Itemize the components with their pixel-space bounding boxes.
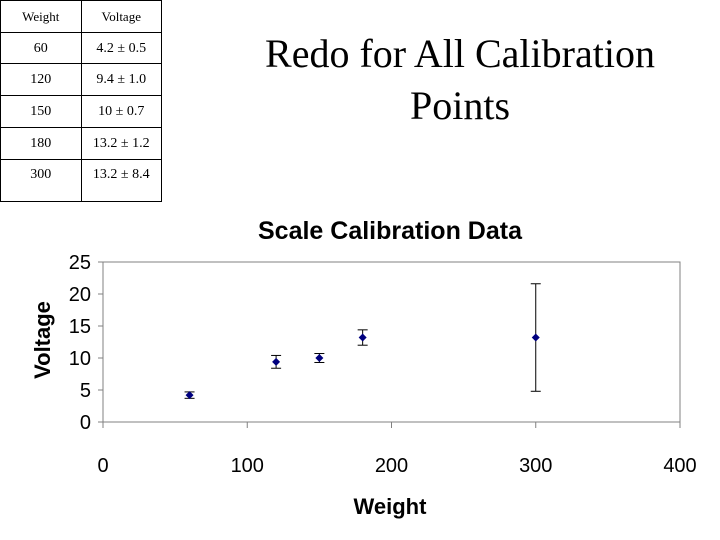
table-cell-weight: 300 <box>0 158 82 203</box>
table-cell-voltage: 13.2 ± 8.4 <box>80 158 162 203</box>
header-weight: Weight <box>0 0 82 33</box>
table-row: 60 4.2 ± 0.5 <box>0 31 162 65</box>
data-point <box>185 391 194 400</box>
x-axis-label: Weight <box>353 494 427 519</box>
x-tick-label: 400 <box>663 455 696 477</box>
table-row: 120 9.4 ± 1.0 <box>0 63 162 97</box>
x-axis-ticks: 0 100 200 300 400 <box>97 422 697 477</box>
data-series <box>184 283 541 400</box>
y-tick-label: 10 <box>69 348 91 370</box>
data-point <box>531 333 540 342</box>
data-point <box>315 354 324 362</box>
y-tick-label: 15 <box>69 316 91 338</box>
slide-title-line-2: Points <box>409 83 511 128</box>
data-point <box>272 357 281 366</box>
x-tick-label: 0 <box>97 455 108 477</box>
chart-title: Scale Calibration Data <box>258 217 522 245</box>
x-tick-label: 100 <box>231 455 264 477</box>
y-tick-label: 25 <box>69 252 91 274</box>
table-cell-weight: 150 <box>0 95 82 128</box>
table-header-row: Weight Voltage <box>0 0 162 33</box>
table-cell-voltage: 4.2 ± 0.5 <box>80 31 162 65</box>
y-tick-label: 20 <box>69 284 91 306</box>
table-cell-weight: 180 <box>0 126 82 160</box>
data-point <box>358 333 367 342</box>
table-cell-voltage: 10 ± 0.7 <box>80 95 162 128</box>
x-tick-label: 200 <box>375 455 408 477</box>
slide-title-line-1: Redo for All Calibration <box>265 31 655 76</box>
table-cell-voltage: 9.4 ± 1.0 <box>80 63 162 97</box>
table-row: 150 10 ± 0.7 <box>0 95 162 128</box>
table-row: 180 13.2 ± 1.2 <box>0 126 162 160</box>
calibration-table: Weight Voltage 60 4.2 ± 0.5 120 9.4 ± 1.… <box>0 0 162 203</box>
y-tick-label: 5 <box>80 380 91 402</box>
table-cell-voltage: 13.2 ± 1.2 <box>80 126 162 160</box>
x-tick-label: 300 <box>519 455 552 477</box>
slide-title: Redo for All Calibration Points <box>210 28 710 132</box>
header-voltage: Voltage <box>80 0 162 33</box>
table-row: 300 13.2 ± 8.4 <box>0 158 162 203</box>
y-tick-label: 0 <box>80 412 91 434</box>
y-axis-ticks: 0 5 10 15 20 25 <box>69 252 103 434</box>
